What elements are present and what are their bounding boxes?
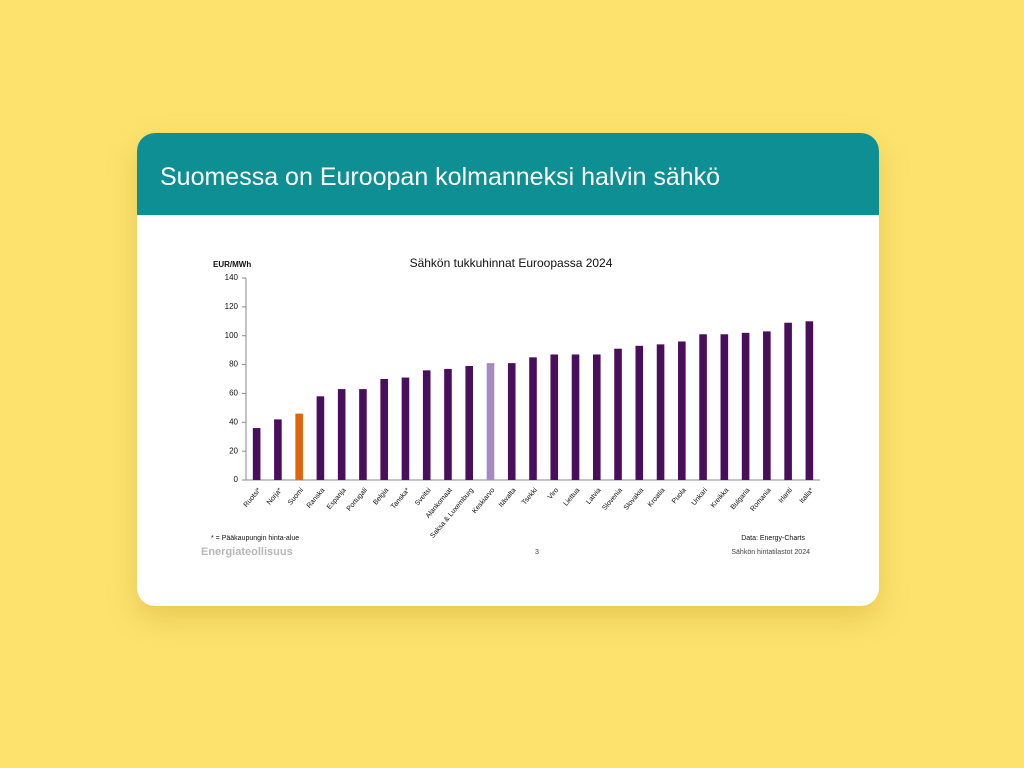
y-tick-label: 100 bbox=[225, 331, 239, 340]
footer-caption: Sähkön hintatilastot 2024 bbox=[731, 549, 810, 556]
page-number: 3 bbox=[535, 549, 539, 556]
bar bbox=[465, 366, 474, 480]
bar bbox=[614, 348, 622, 480]
x-tick-label: Latvia bbox=[585, 487, 602, 506]
bar bbox=[699, 334, 707, 480]
x-tick-label: Espanja bbox=[326, 487, 348, 511]
y-tick-label: 80 bbox=[229, 360, 238, 369]
brand: Energiateollisuus bbox=[201, 546, 293, 558]
y-tick-label: 20 bbox=[229, 446, 238, 455]
y-tick-label: 40 bbox=[229, 417, 238, 426]
bar bbox=[507, 363, 516, 480]
card-title: Suomessa on Euroopan kolmanneksi halvin … bbox=[137, 133, 879, 215]
card: Suomessa on Euroopan kolmanneksi halvin … bbox=[137, 133, 879, 606]
bar bbox=[635, 345, 644, 480]
x-tick-label: Suomi bbox=[287, 487, 305, 507]
chart-title: Sähkön tukkuhinnat Euroopassa 2024 bbox=[410, 256, 613, 270]
x-tick-label: Norja* bbox=[266, 487, 284, 507]
bar bbox=[656, 344, 665, 480]
x-tick-label: Unkari bbox=[691, 487, 710, 507]
x-tick-label: Sveitsi bbox=[414, 487, 433, 508]
bar bbox=[316, 396, 325, 480]
x-tick-label: Kroatia bbox=[647, 487, 667, 509]
bar bbox=[422, 370, 431, 480]
x-tick-label: Kreikka bbox=[710, 487, 730, 509]
bar bbox=[295, 413, 303, 480]
y-tick-label: 140 bbox=[225, 273, 239, 282]
bar bbox=[529, 357, 537, 480]
bar bbox=[592, 354, 601, 480]
bar bbox=[359, 389, 367, 480]
x-tick-label: Ruotsi* bbox=[243, 487, 263, 509]
x-tick-label: Bulgaria bbox=[730, 487, 752, 511]
x-tick-label: Slovakia bbox=[623, 487, 645, 512]
x-tick-label: Belgia bbox=[372, 487, 390, 506]
x-tick-label: Liettua bbox=[563, 487, 582, 508]
bar bbox=[763, 331, 771, 480]
bar bbox=[550, 354, 559, 480]
bar bbox=[444, 368, 452, 480]
x-tick-label: Tanska* bbox=[390, 487, 412, 511]
x-tick-label: Portugali bbox=[346, 487, 369, 513]
bar bbox=[401, 377, 410, 480]
x-tick-label: Viro bbox=[547, 487, 560, 501]
y-tick-label: 0 bbox=[234, 475, 239, 484]
bar bbox=[784, 322, 792, 480]
x-tick-label: Keskiarvo bbox=[471, 487, 496, 515]
bar bbox=[571, 354, 580, 480]
bar bbox=[380, 379, 388, 480]
bar bbox=[252, 428, 261, 480]
bar bbox=[274, 419, 282, 480]
x-tick-label: Slovenia bbox=[601, 487, 624, 512]
y-tick-label: 120 bbox=[225, 302, 239, 311]
x-tick-label: Tsekki bbox=[521, 487, 539, 507]
bar bbox=[741, 332, 750, 480]
source: Data: Energy-Charts bbox=[741, 535, 805, 542]
x-tick-label: Puola bbox=[671, 487, 688, 505]
bar bbox=[720, 334, 729, 480]
x-tick-label: Saksa & Luxemburg bbox=[429, 487, 475, 540]
x-tick-label: Romania bbox=[749, 487, 772, 513]
bar bbox=[337, 389, 346, 480]
y-tick-label: 60 bbox=[229, 389, 238, 398]
x-tick-label: Irlanti bbox=[778, 487, 795, 505]
footnote: * = Pääkaupungin hinta-alue bbox=[211, 535, 299, 542]
x-tick-label: Ranska bbox=[306, 487, 327, 510]
x-tick-label: Itävalta bbox=[498, 487, 518, 509]
y-axis-label: EUR/MWh bbox=[213, 260, 251, 269]
bar bbox=[678, 341, 686, 480]
bar bbox=[486, 363, 495, 480]
x-tick-label: Italia* bbox=[799, 487, 816, 505]
bar bbox=[805, 321, 814, 480]
